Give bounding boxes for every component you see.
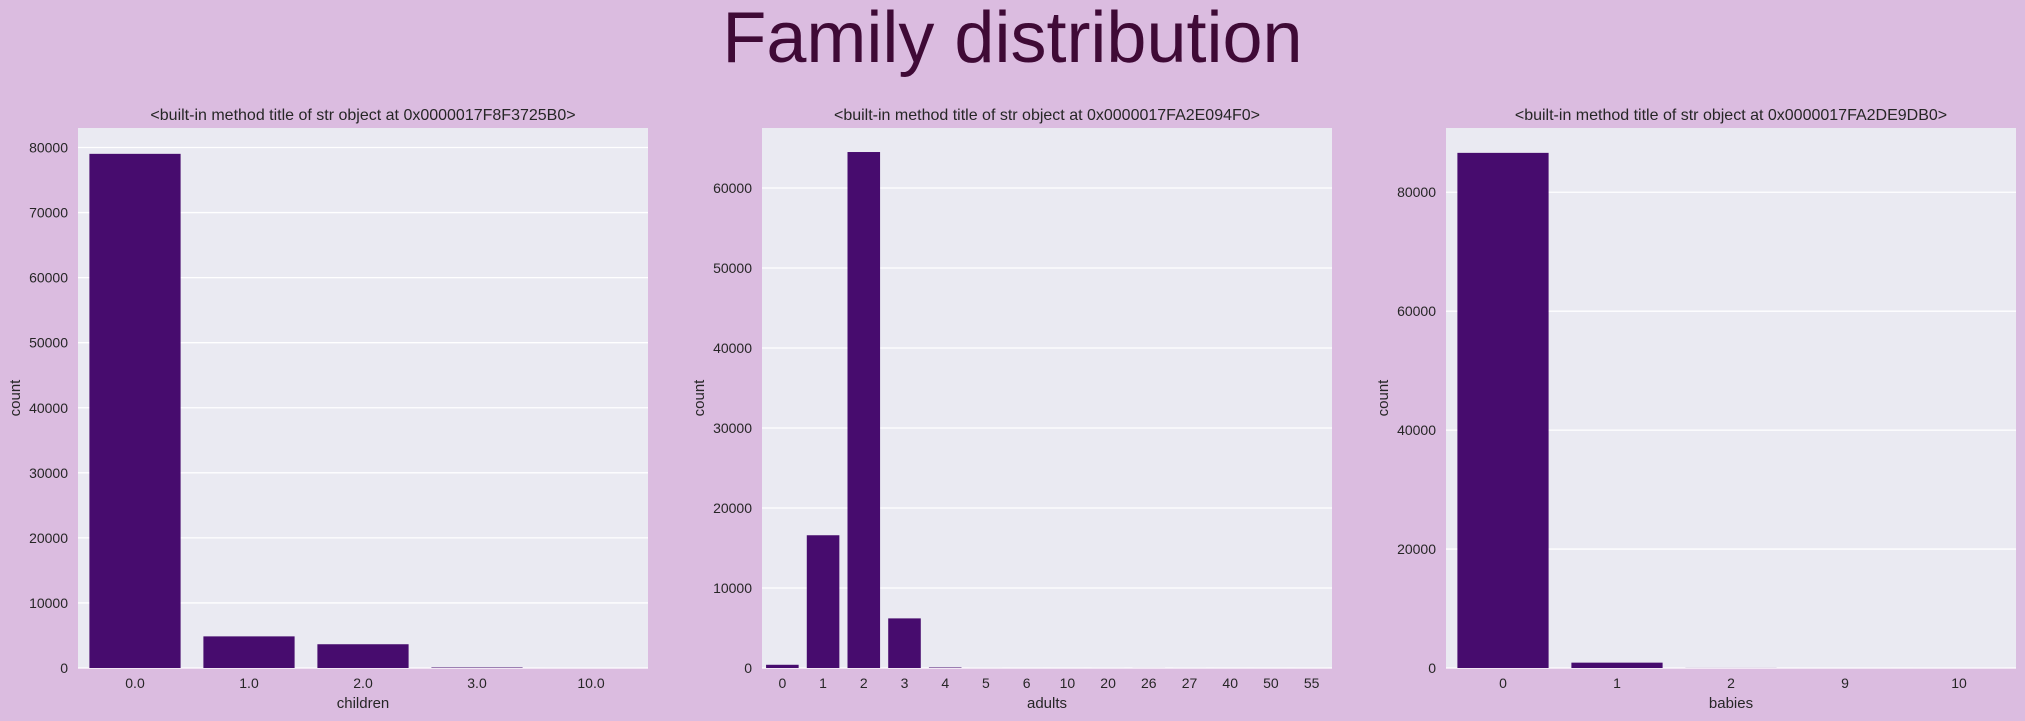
y-tick-label: 10000 [29,595,68,611]
x-tick-label: 9 [1841,675,1849,691]
x-axis-label: adults [1027,695,1067,712]
x-tick-label: 50 [1263,675,1279,691]
y-tick-label: 60000 [713,180,752,196]
x-tick-label: 3 [901,675,909,691]
y-tick-label: 60000 [29,270,68,286]
bar-0 [1457,152,1549,669]
bar-2.0 [317,644,409,668]
bar-2 [847,152,881,669]
y-tick-label: 50000 [713,260,752,276]
y-tick-label: 80000 [29,140,68,156]
x-tick-label: 6 [1023,675,1031,691]
y-tick-label: 0 [60,660,68,676]
x-tick-label: 2 [860,675,868,691]
subplot-title: <built-in method title of str object at … [150,107,575,124]
y-axis-label: count [7,379,24,417]
y-axis-label: count [691,379,708,417]
x-tick-label: 2 [1727,675,1735,691]
y-tick-label: 30000 [713,420,752,436]
y-tick-label: 0 [1428,660,1436,676]
figure-title: Family distribution [722,0,1303,78]
y-tick-label: 20000 [29,530,68,546]
x-tick-label: 26 [1141,675,1157,691]
y-tick-label: 40000 [1397,422,1436,438]
x-tick-label: 1 [819,675,827,691]
bar-3 [888,618,921,668]
x-tick-label: 10.0 [577,675,604,691]
bar-1 [1571,662,1663,668]
x-tick-label: 0 [778,675,786,691]
y-tick-label: 20000 [713,500,752,516]
y-tick-label: 80000 [1397,184,1436,200]
x-tick-label: 1 [1613,675,1621,691]
subplot-title: <built-in method title of str object at … [1515,107,1947,124]
x-axis-label: children [337,695,390,712]
y-tick-label: 30000 [29,465,68,481]
bar-0 [766,664,799,668]
y-tick-label: 10000 [713,580,752,596]
x-axis-label: babies [1709,695,1753,712]
x-tick-label: 40 [1222,675,1238,691]
x-tick-label: 5 [982,675,990,691]
y-tick-label: 50000 [29,335,68,351]
x-tick-label: 1.0 [239,675,259,691]
y-axis-label: count [1375,379,1392,417]
y-tick-label: 20000 [1397,541,1436,557]
x-tick-label: 55 [1304,675,1320,691]
subplot-title: <built-in method title of str object at … [834,107,1260,124]
bar-1 [806,535,840,668]
x-tick-label: 3.0 [467,675,487,691]
x-tick-label: 20 [1100,675,1116,691]
x-tick-label: 0 [1499,675,1507,691]
y-tick-label: 0 [744,660,752,676]
bar-1.0 [203,636,295,668]
x-tick-label: 10 [1060,675,1076,691]
bar-0.0 [89,153,181,669]
x-tick-label: 0.0 [125,675,145,691]
y-tick-label: 70000 [29,205,68,221]
y-tick-label: 40000 [29,400,68,416]
x-tick-label: 10 [1951,675,1967,691]
x-tick-label: 2.0 [353,675,373,691]
x-tick-label: 27 [1182,675,1198,691]
y-tick-label: 60000 [1397,303,1436,319]
y-tick-label: 40000 [713,340,752,356]
x-tick-label: 4 [941,675,949,691]
